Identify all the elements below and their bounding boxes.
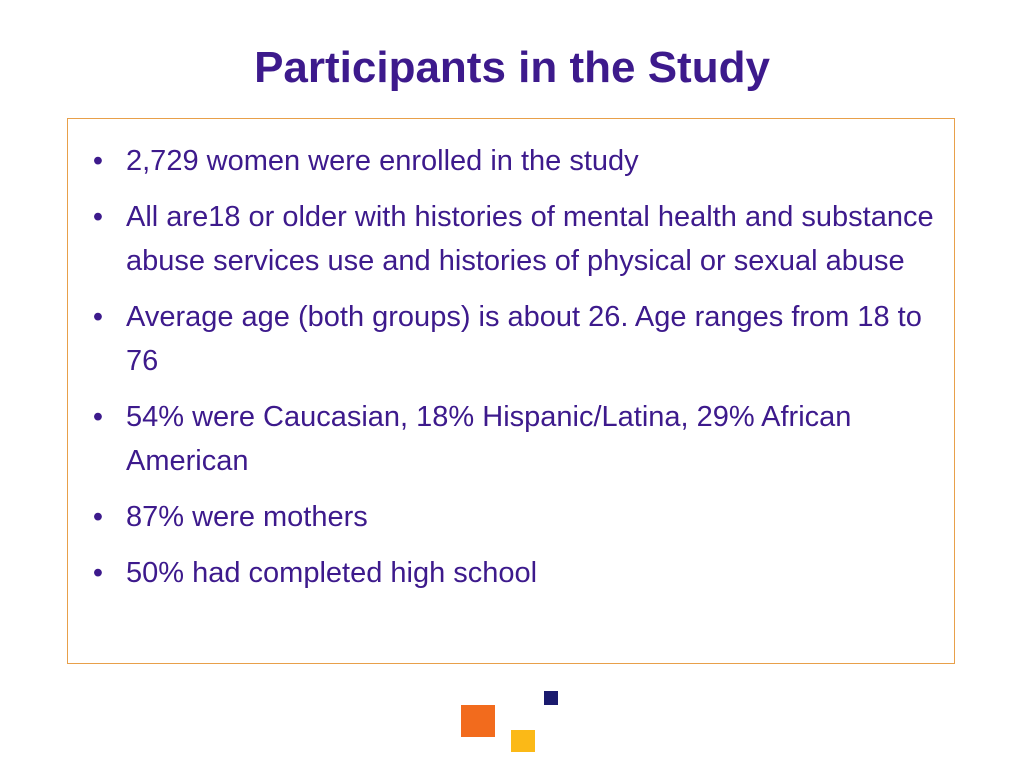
bullet-item-ethnicity: • 54% were Caucasian, 18% Hispanic/Latin… bbox=[93, 395, 936, 483]
bullet-text: All are18 or older with histories of men… bbox=[126, 201, 934, 277]
bullet-item-enrollment: • 2,729 women were enrolled in the study bbox=[93, 139, 936, 183]
bullet-text: 87% were mothers bbox=[126, 501, 368, 533]
bullet-item-mothers: • 87% were mothers bbox=[93, 495, 936, 539]
decorative-yellow-square bbox=[511, 730, 535, 752]
bullet-item-eligibility: • All are18 or older with histories of m… bbox=[93, 195, 936, 283]
content-box: • 2,729 women were enrolled in the study… bbox=[67, 118, 955, 664]
bullet-text: Average age (both groups) is about 26. A… bbox=[126, 301, 922, 377]
bullet-text: 54% were Caucasian, 18% Hispanic/Latina,… bbox=[126, 401, 852, 477]
decorative-orange-square bbox=[461, 705, 495, 737]
bullet-dot: • bbox=[92, 501, 104, 533]
bullet-dot: • bbox=[92, 301, 104, 333]
bullet-dot: • bbox=[92, 201, 104, 233]
bullet-list: • 2,729 women were enrolled in the study… bbox=[93, 139, 936, 607]
decorative-navy-square bbox=[544, 691, 558, 705]
bullet-text: 2,729 women were enrolled in the study bbox=[126, 145, 639, 177]
bullet-dot: • bbox=[92, 557, 104, 589]
bullet-text: 50% had completed high school bbox=[126, 557, 538, 589]
bullet-dot: • bbox=[92, 401, 104, 433]
slide-title: Participants in the Study bbox=[254, 43, 770, 92]
bullet-dot: • bbox=[92, 145, 104, 177]
bullet-item-age: • Average age (both groups) is about 26.… bbox=[93, 295, 936, 383]
bullet-item-education: • 50% had completed high school bbox=[93, 551, 936, 595]
